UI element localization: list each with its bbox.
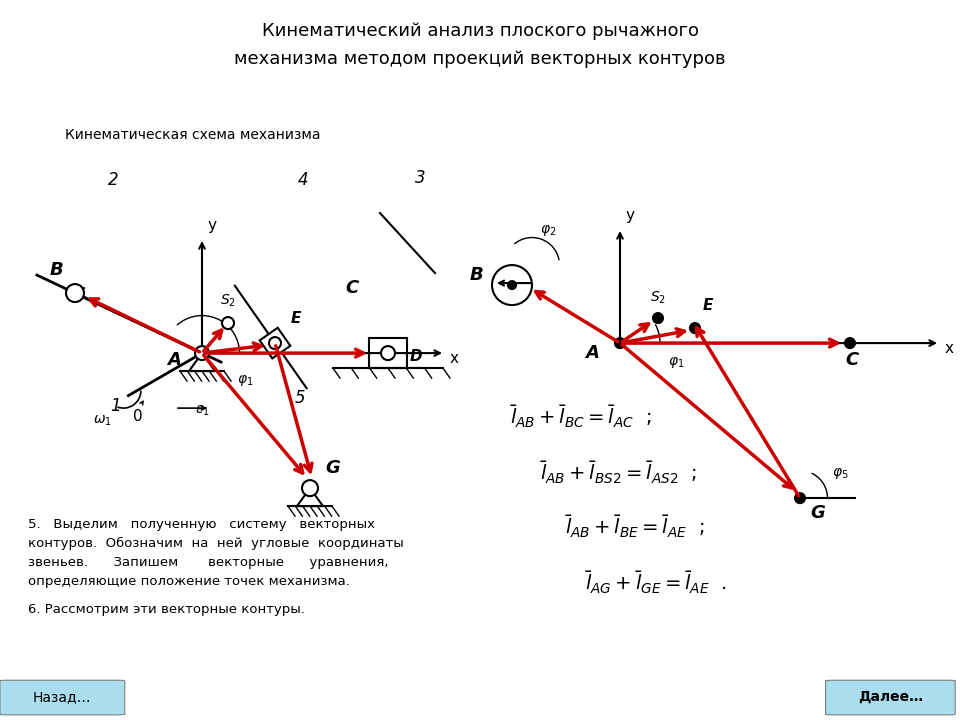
Circle shape <box>66 284 84 302</box>
Text: y: y <box>625 208 634 223</box>
Text: $\varepsilon_1$: $\varepsilon_1$ <box>195 403 209 418</box>
Text: 0: 0 <box>133 409 143 423</box>
Text: B: B <box>470 266 484 284</box>
Text: $\varphi_5$: $\varphi_5$ <box>832 466 849 481</box>
Polygon shape <box>297 488 323 506</box>
Text: G: G <box>325 459 340 477</box>
Text: Назад…: Назад… <box>33 690 92 703</box>
Text: A: A <box>585 344 599 362</box>
Text: 1: 1 <box>110 397 121 415</box>
Circle shape <box>508 281 516 289</box>
Text: $\bar{l}_{AB} + \bar{l}_{BE} = \bar{l}_{AE}$  ;: $\bar{l}_{AB} + \bar{l}_{BE} = \bar{l}_{… <box>565 514 705 541</box>
Text: $S_2$: $S_2$ <box>650 290 666 307</box>
Circle shape <box>222 317 234 329</box>
Text: 5.   Выделим   полученную   систему   векторных
контуров.  Обозначим  на  ней  у: 5. Выделим полученную систему векторных … <box>28 518 404 588</box>
Polygon shape <box>259 328 290 359</box>
Text: B: B <box>50 261 63 279</box>
Circle shape <box>795 493 805 503</box>
Text: Далее…: Далее… <box>858 690 924 703</box>
Circle shape <box>845 338 855 348</box>
Text: G: G <box>810 504 825 522</box>
Text: x: x <box>945 341 954 356</box>
Circle shape <box>381 346 395 360</box>
FancyBboxPatch shape <box>826 680 955 715</box>
Circle shape <box>690 323 700 333</box>
Text: 6. Рассмотрим эти векторные контуры.: 6. Рассмотрим эти векторные контуры. <box>28 603 305 616</box>
Text: y: y <box>207 218 216 233</box>
Text: $\bar{l}_{AG} + \bar{l}_{GE} = \bar{l}_{AE}$  .: $\bar{l}_{AG} + \bar{l}_{GE} = \bar{l}_{… <box>585 570 727 596</box>
Text: $S_2$: $S_2$ <box>220 293 236 310</box>
Circle shape <box>615 338 625 348</box>
Text: $\omega_1$: $\omega_1$ <box>93 413 112 428</box>
Text: Кинематическая схема механизма: Кинематическая схема механизма <box>65 128 321 142</box>
Text: C: C <box>845 351 858 369</box>
Text: A: A <box>167 351 180 369</box>
Text: $\varphi_1$: $\varphi_1$ <box>237 373 253 388</box>
Text: $\varphi_1$: $\varphi_1$ <box>668 355 684 370</box>
Circle shape <box>653 313 663 323</box>
Polygon shape <box>189 353 215 371</box>
Text: 5: 5 <box>295 389 305 407</box>
Text: C: C <box>345 279 358 297</box>
Circle shape <box>492 265 532 305</box>
Text: $\bar{l}_{AB} + \bar{l}_{BC} = \bar{l}_{AC}$  ;: $\bar{l}_{AB} + \bar{l}_{BC} = \bar{l}_{… <box>510 404 652 431</box>
Text: $\bar{l}_{AB} + \bar{l}_{BS2} = \bar{l}_{AS2}$  ;: $\bar{l}_{AB} + \bar{l}_{BS2} = \bar{l}_… <box>540 460 697 487</box>
Circle shape <box>269 337 281 349</box>
Text: Кинематический анализ плоского рычажного
механизма методом проекций векторных ко: Кинематический анализ плоского рычажного… <box>234 22 726 68</box>
Text: 3: 3 <box>415 169 425 187</box>
Text: x: x <box>450 351 459 366</box>
Text: E: E <box>703 298 713 313</box>
Text: 4: 4 <box>298 171 308 189</box>
Text: D: D <box>410 349 422 364</box>
Bar <box>369 338 407 368</box>
FancyBboxPatch shape <box>0 680 125 715</box>
Circle shape <box>302 480 318 496</box>
Text: E: E <box>291 311 301 326</box>
Text: $\varphi_2$: $\varphi_2$ <box>540 223 557 238</box>
Circle shape <box>195 346 209 360</box>
Text: 2: 2 <box>108 171 119 189</box>
